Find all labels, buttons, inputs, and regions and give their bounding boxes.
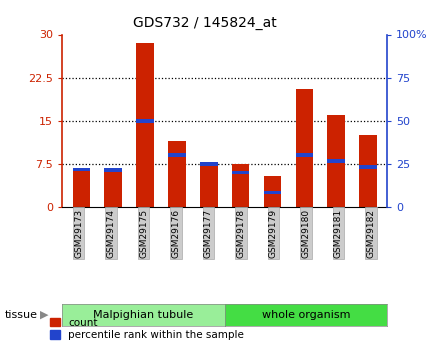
- Legend: count, percentile rank within the sample: count, percentile rank within the sample: [50, 318, 244, 340]
- Bar: [200, 162, 218, 166]
- Text: GSM29179: GSM29179: [269, 209, 278, 258]
- Text: GSM29173: GSM29173: [74, 209, 83, 258]
- Bar: [328, 159, 345, 163]
- Text: GSM29182: GSM29182: [366, 209, 376, 258]
- Text: GSM29181: GSM29181: [334, 209, 343, 258]
- Bar: [73, 170, 90, 207]
- Bar: [168, 141, 186, 207]
- Text: GSM29175: GSM29175: [139, 209, 148, 258]
- Bar: [168, 154, 186, 157]
- Text: GSM29177: GSM29177: [204, 209, 213, 258]
- Bar: [105, 168, 122, 172]
- Text: GDS732 / 145824_at: GDS732 / 145824_at: [133, 16, 277, 30]
- Bar: [295, 154, 313, 157]
- Bar: [328, 115, 345, 207]
- Text: GSM29178: GSM29178: [236, 209, 246, 258]
- Bar: [200, 164, 218, 207]
- Bar: [136, 43, 154, 207]
- Text: GSM29180: GSM29180: [301, 209, 311, 258]
- Bar: [359, 135, 377, 207]
- Bar: [136, 119, 154, 122]
- Bar: [232, 164, 249, 207]
- Text: GSM29176: GSM29176: [171, 209, 181, 258]
- Bar: [232, 171, 249, 174]
- Bar: [264, 191, 281, 195]
- Text: Malpighian tubule: Malpighian tubule: [93, 310, 194, 320]
- Bar: [295, 89, 313, 207]
- Bar: [264, 176, 281, 207]
- Bar: [359, 165, 377, 169]
- Text: whole organism: whole organism: [262, 310, 350, 320]
- Text: tissue: tissue: [4, 310, 37, 320]
- Text: GSM29174: GSM29174: [106, 209, 116, 258]
- Text: ▶: ▶: [40, 310, 49, 320]
- Bar: [105, 170, 122, 207]
- Bar: [73, 168, 90, 171]
